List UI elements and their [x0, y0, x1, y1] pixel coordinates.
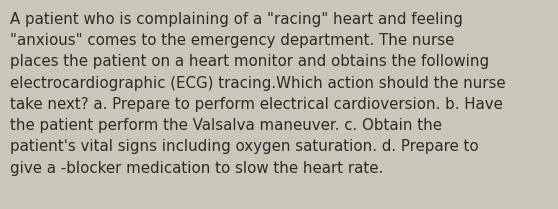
Text: A patient who is complaining of a "racing" heart and feeling
"anxious" comes to : A patient who is complaining of a "racin… [10, 12, 506, 176]
